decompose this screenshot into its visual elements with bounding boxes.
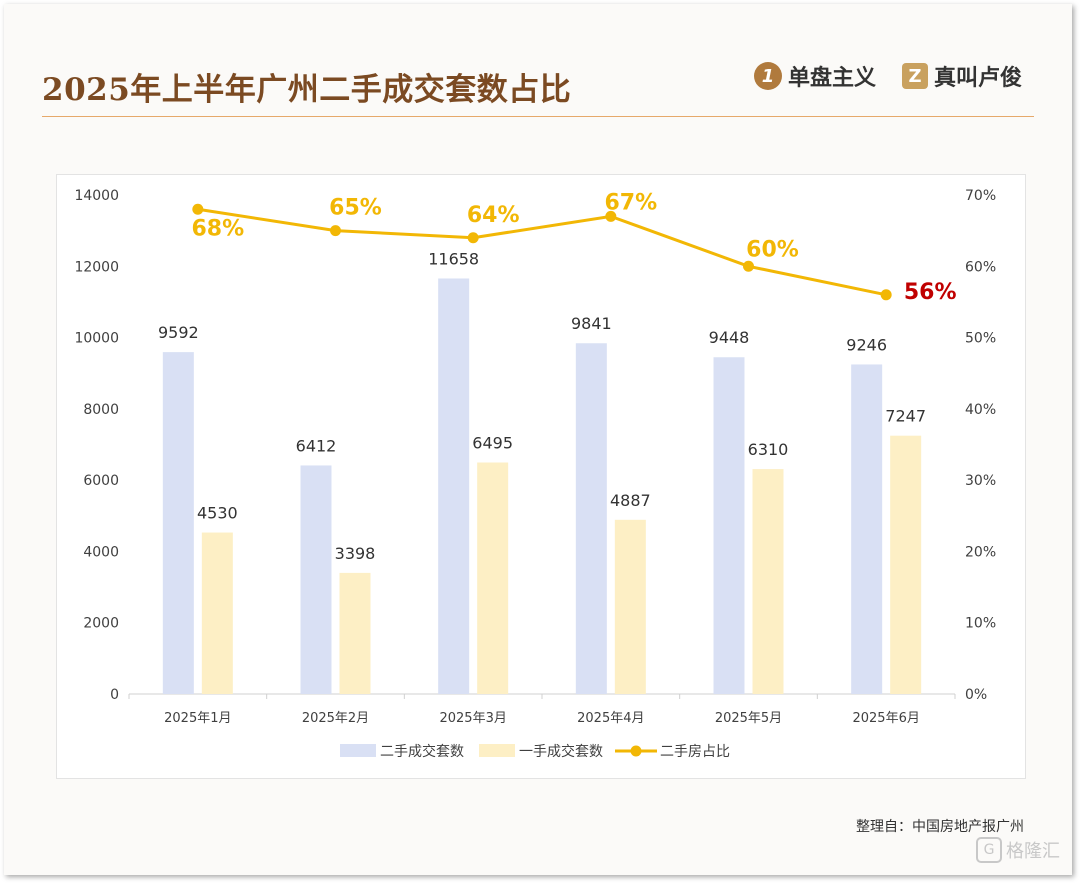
right-axis-tick-label: 70%: [965, 188, 996, 204]
brand-name-1: 单盘主义: [788, 66, 877, 91]
share-label: 65%: [329, 196, 382, 221]
bar-firsthand-label: 4887: [610, 491, 651, 510]
legend-firsthand-swatch: [479, 744, 515, 757]
legend-share-label: 二手房占比: [660, 744, 730, 760]
share-point: [330, 225, 341, 237]
brand-danpanzhuyi: 1 单盘主义: [754, 60, 876, 92]
share-point: [467, 232, 479, 244]
page-title: 2025年上半年广州二手成交套数占比: [42, 72, 572, 108]
bar-secondhand: [162, 352, 194, 694]
slide-frame: 2025年上半年广州二手成交套数占比 1 单盘主义 Z 真叫卢俊 0 2000 40…: [4, 4, 1072, 875]
bar-firsthand-label: 4530: [197, 504, 238, 523]
bar-firsthand-label: 6310: [748, 440, 789, 459]
bar-secondhand: [713, 357, 745, 694]
gelonghui-logo-icon: G: [976, 837, 1002, 863]
bar-secondhand: [300, 465, 332, 694]
left-axis-tick-label: 14000: [74, 188, 119, 204]
title-divider: [42, 116, 1034, 117]
share-label: 56%: [904, 280, 957, 305]
x-axis-tick-label: 2025年6月: [852, 711, 919, 726]
bar-firsthand-label: 7247: [885, 407, 926, 426]
share-label: 64%: [467, 203, 520, 228]
bar-firsthand: [477, 462, 509, 694]
bar-firsthand: [201, 532, 233, 694]
right-axis-tick-label: 0%: [965, 687, 987, 703]
brand-name-2: 真叫卢俊: [934, 66, 1023, 91]
x-axis-tick-label: 2025年2月: [302, 711, 369, 726]
left-axis-tick-label: 12000: [74, 259, 119, 275]
danpanzhuyi-logo-icon: 1: [754, 62, 782, 90]
bar-secondhand: [575, 343, 607, 694]
right-axis-tick-label: 20%: [965, 544, 996, 560]
brand-zhenjiaolujun: Z 真叫卢俊: [902, 60, 1022, 92]
bar-firsthand: [339, 572, 371, 694]
x-axis-tick-label: 2025年4月: [577, 711, 644, 726]
share-point: [743, 260, 754, 272]
bar-secondhand: [851, 364, 883, 694]
bar-firsthand: [890, 435, 922, 694]
left-axis-tick-label: 2000: [83, 616, 119, 632]
left-axis-tick-label: 4000: [83, 544, 119, 560]
left-axis-tick-label: 8000: [83, 402, 119, 418]
bar-firsthand-label: 6495: [472, 433, 513, 452]
source-note: 整理自：中国房地产报广州: [856, 819, 1024, 835]
right-axis-tick-label: 60%: [965, 259, 996, 275]
zhenjiaolujun-logo-icon: Z: [902, 63, 928, 89]
bar-secondhand: [438, 278, 470, 694]
bar-firsthand: [752, 469, 784, 694]
share-label: 68%: [191, 216, 244, 241]
bar-firsthand: [614, 519, 646, 694]
share-point: [880, 289, 892, 301]
x-axis-tick-label: 2025年3月: [439, 711, 506, 726]
x-axis-tick-label: 2025年5月: [715, 711, 782, 726]
share-point: [192, 203, 204, 215]
legend-share-point: [630, 745, 642, 757]
bar-secondhand-label: 11658: [428, 249, 479, 268]
right-axis-tick-label: 10%: [965, 616, 996, 632]
share-label: 67%: [604, 190, 657, 215]
legend-firsthand-label: 一手成交套数: [519, 743, 603, 760]
bar-firsthand-label: 3398: [335, 544, 376, 563]
bar-secondhand-label: 9448: [709, 328, 750, 347]
combo-chart: 0 2000 4000 6000 8000 10000 12000 14000 0% 10% 20%…: [74, 188, 996, 760]
watermark: G 格隆汇: [976, 837, 1060, 863]
legend-secondhand-label: 二手成交套数: [380, 743, 464, 760]
legend-secondhand-swatch: [340, 744, 376, 757]
left-axis-tick-label: 10000: [74, 331, 119, 347]
bar-secondhand-label: 9841: [571, 314, 612, 333]
share-label: 60%: [746, 237, 799, 262]
watermark-text: 格隆汇: [1006, 841, 1060, 862]
chart-container: 0 2000 4000 6000 8000 10000 12000 14000 0% 10% 20%…: [56, 174, 1026, 779]
right-axis-tick-label: 40%: [965, 402, 996, 418]
left-axis-tick-label: 0: [110, 687, 119, 703]
x-axis-tick-label: 2025年1月: [164, 711, 231, 726]
bar-secondhand-label: 6412: [296, 436, 337, 455]
share-point: [605, 210, 617, 222]
right-axis-tick-label: 50%: [965, 331, 996, 347]
bar-secondhand-label: 9592: [158, 323, 199, 342]
bar-secondhand-label: 9246: [846, 335, 887, 354]
left-axis-tick-label: 6000: [83, 473, 119, 489]
share-line: [197, 207, 887, 297]
right-axis-tick-label: 30%: [965, 473, 996, 489]
